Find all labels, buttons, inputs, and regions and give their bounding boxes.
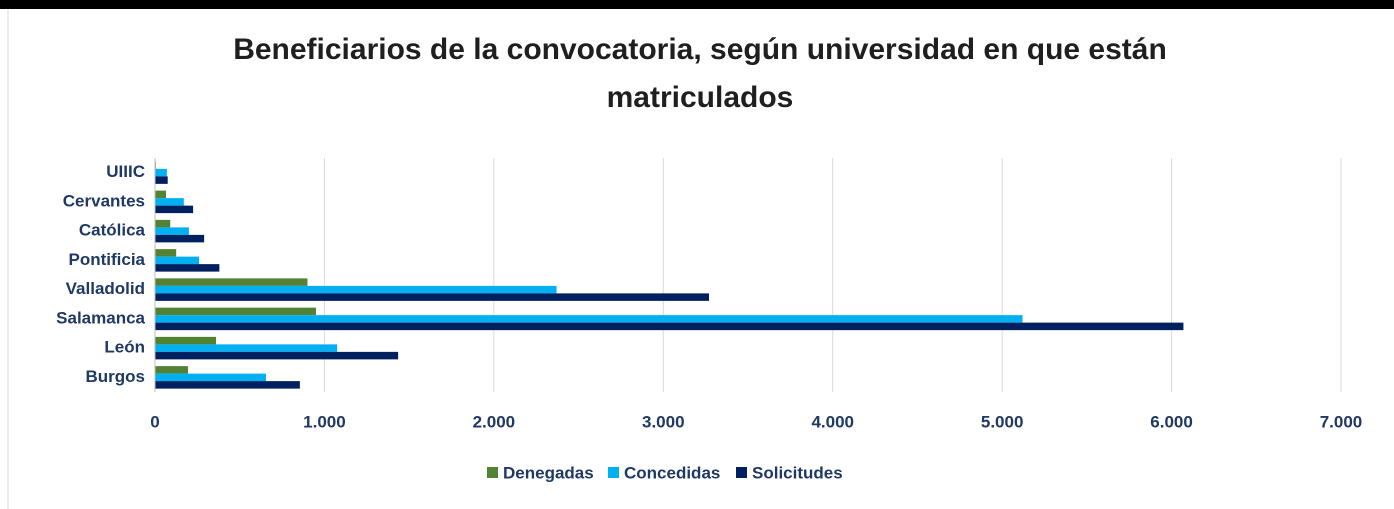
y-tick-label: Católica (79, 221, 146, 240)
bar (155, 344, 338, 352)
bar (155, 315, 1023, 323)
y-tick-label: Cervantes (63, 191, 145, 210)
legend-label: Concedidas (624, 463, 720, 482)
bar (155, 307, 316, 316)
bar (155, 219, 171, 228)
bar (155, 205, 194, 214)
x-tick-label: 2.000 (473, 412, 516, 431)
bar (155, 336, 216, 345)
x-tick-label: 0 (150, 412, 159, 431)
y-tick-label: Pontificia (68, 250, 145, 269)
bar (155, 264, 220, 272)
x-tick-label: 5.000 (981, 412, 1024, 431)
bar (155, 285, 557, 294)
x-tick-label: 4.000 (811, 412, 854, 431)
bar (155, 227, 189, 235)
bar (155, 198, 184, 206)
bar (155, 381, 300, 389)
x-tick-label: 7.000 (1320, 412, 1363, 431)
bar (155, 234, 205, 243)
y-tick-label: Salamanca (56, 308, 145, 327)
bar (155, 278, 308, 286)
legend-swatch (487, 467, 498, 478)
x-tick-label: 1.000 (303, 412, 346, 431)
bar (155, 373, 266, 382)
bar (155, 256, 200, 265)
bar (155, 168, 167, 177)
bar (155, 366, 189, 374)
legend-label: Denegadas (503, 463, 594, 482)
bar (155, 351, 399, 360)
legend-label: Solicitudes (752, 463, 843, 482)
y-tick-label: UIIIC (106, 162, 145, 181)
legend-swatch (736, 467, 747, 478)
y-tick-label: Valladolid (66, 279, 145, 298)
bar (155, 190, 167, 199)
bar (155, 249, 177, 257)
x-tick-label: 6.000 (1150, 412, 1193, 431)
y-tick-label: Burgos (86, 367, 146, 386)
chart-title: Beneficiarios de la convocatoria, según … (233, 33, 1167, 114)
bar (155, 322, 1184, 331)
bar (155, 293, 710, 301)
x-tick-label: 3.000 (642, 412, 685, 431)
y-tick-label: León (104, 338, 145, 357)
legend-swatch (608, 467, 619, 478)
bar (155, 176, 168, 184)
top-bar (0, 0, 1394, 9)
